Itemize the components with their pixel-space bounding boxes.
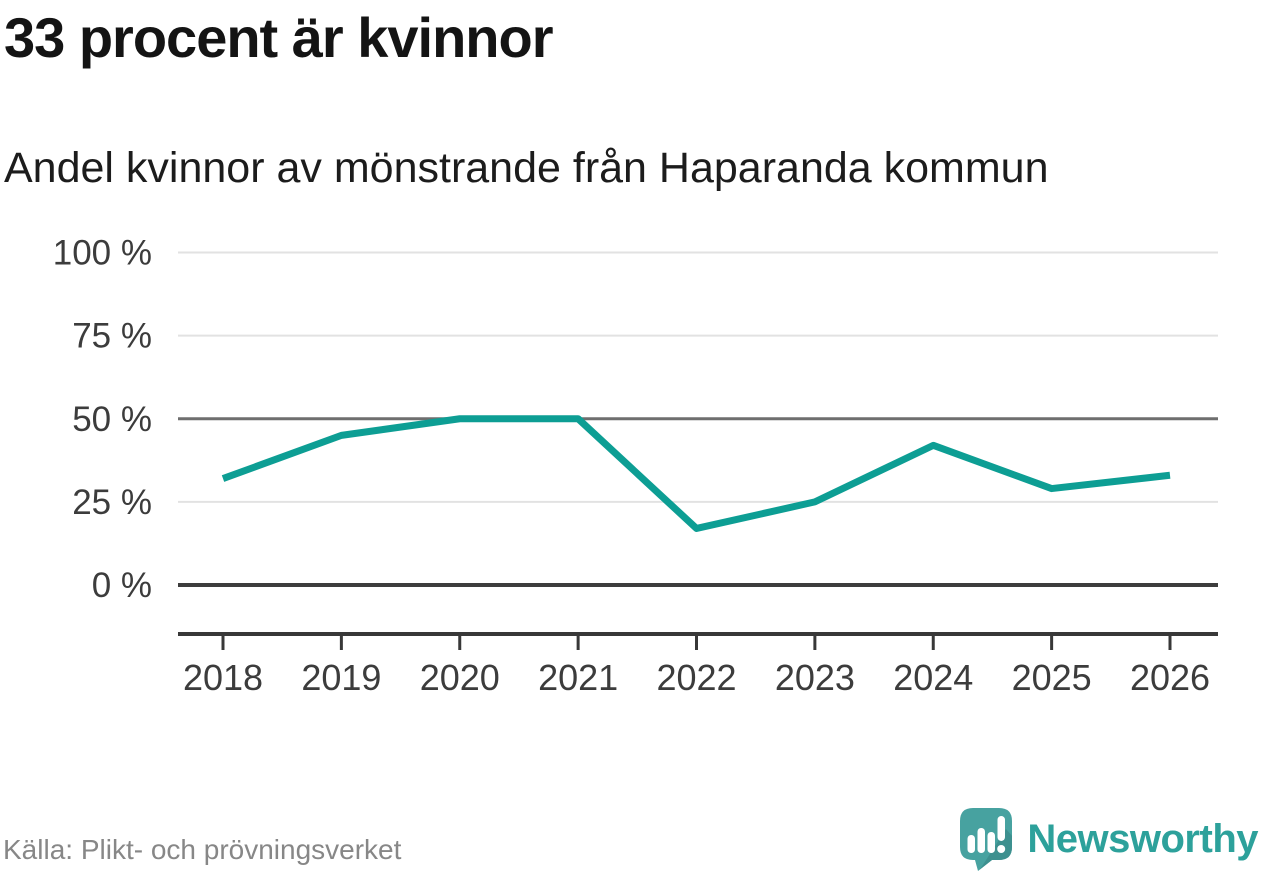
x-tick-label: 2021 <box>538 657 618 698</box>
logo-bar-3 <box>987 832 996 853</box>
chart-title: 33 procent är kvinnor <box>4 6 554 69</box>
x-tick-label: 2019 <box>301 657 381 698</box>
x-tick-label: 2024 <box>893 657 973 698</box>
logo-exclamation-bar <box>997 816 1006 841</box>
brand-name: Newsworthy <box>1027 817 1258 861</box>
x-tick-label: 2018 <box>183 657 263 698</box>
data-line <box>221 415 1171 532</box>
y-tick-label: 50 % <box>72 400 152 439</box>
source-note: Källa: Plikt- och prövningsverket <box>3 834 402 865</box>
x-tick-label: 2026 <box>1130 657 1210 698</box>
y-tick-label: 0 % <box>92 566 152 605</box>
y-tick-label: 75 % <box>72 317 152 356</box>
logo-exclamation-dot <box>997 845 1006 853</box>
logo-bar-1 <box>967 835 976 853</box>
logo-bar-2 <box>977 828 986 853</box>
line-chart: 0 % 25 % 50 % 75 % 100 % 2018 2019 2020 2021 2022… <box>53 234 1218 698</box>
brand-lockup: Newsworthy <box>959 807 1258 871</box>
x-tick-label: 2020 <box>420 657 500 698</box>
newsworthy-logo-icon <box>960 808 1013 871</box>
x-tick-label: 2025 <box>1012 657 1092 698</box>
y-tick-label: 100 % <box>53 234 152 273</box>
x-tick-label: 2022 <box>656 657 736 698</box>
chart-subtitle: Andel kvinnor av mönstrande från Haparan… <box>4 144 1049 192</box>
x-tick-label: 2023 <box>775 657 855 698</box>
y-tick-label: 25 % <box>72 483 152 522</box>
